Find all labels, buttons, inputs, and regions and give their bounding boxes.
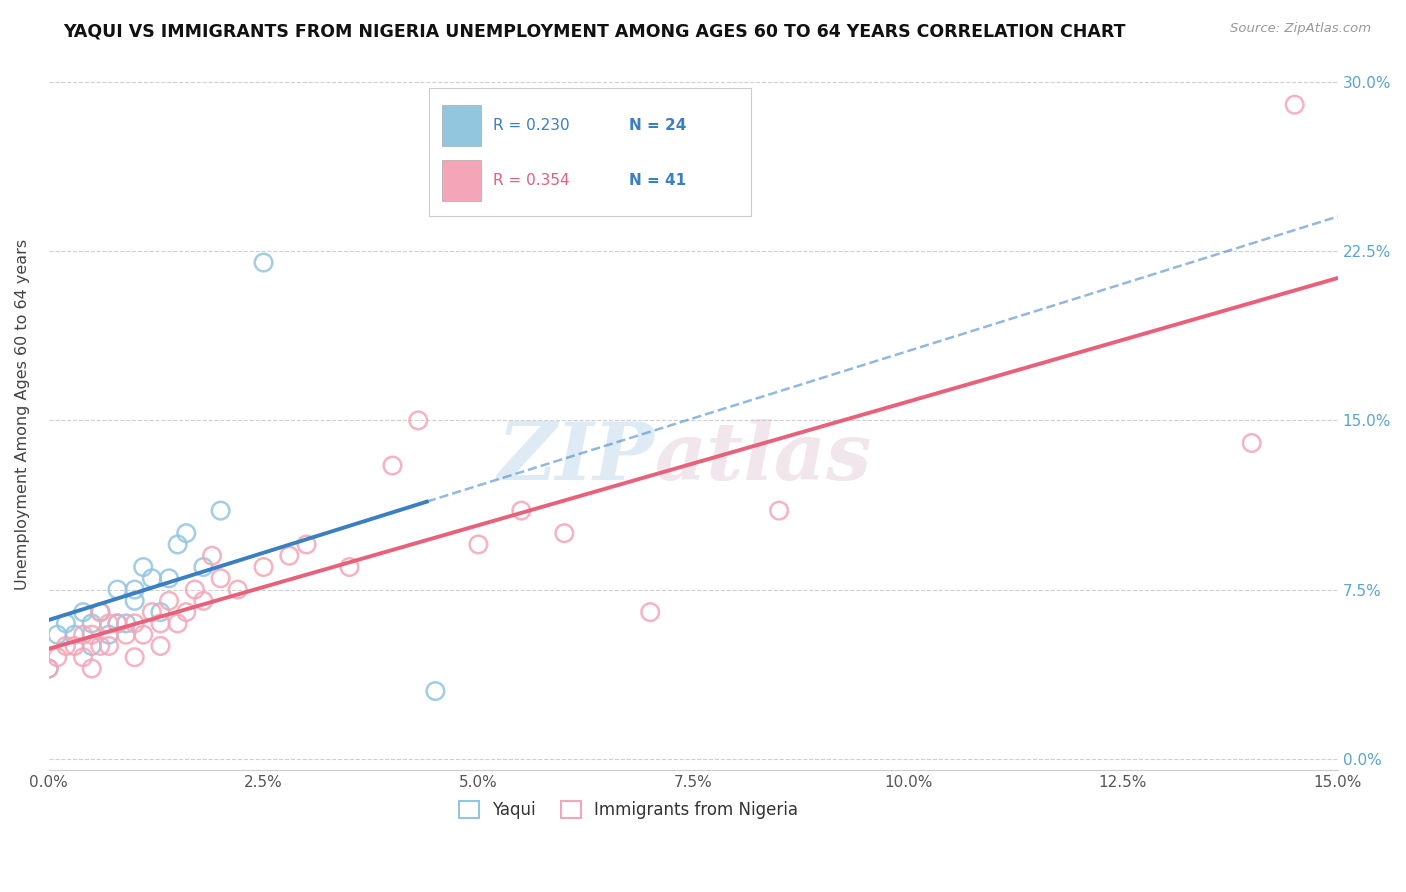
Point [107,582,129,597]
Point [157,571,180,585]
Text: ZIP: ZIP [498,418,655,496]
Point [80,639,103,653]
Point [339,560,361,574]
Point [553,526,575,541]
Point [97,628,120,642]
Point [252,560,274,574]
Point [63,639,86,653]
Point [132,628,155,642]
Point [149,639,172,653]
Point [467,537,489,551]
Y-axis label: Unemployment Among Ages 60 to 64 years: Unemployment Among Ages 60 to 64 years [15,239,30,591]
Point [157,594,180,608]
Text: Source: ZipAtlas.com: Source: ZipAtlas.com [1230,22,1371,36]
Point [89,639,111,653]
Point [97,616,120,631]
Point [638,605,661,619]
Point [38,661,60,675]
Point [115,616,138,631]
Point [381,458,404,473]
Point [107,616,129,631]
Text: YAQUI VS IMMIGRANTS FROM NIGERIA UNEMPLOYMENT AMONG AGES 60 TO 64 YEARS CORRELAT: YAQUI VS IMMIGRANTS FROM NIGERIA UNEMPLO… [63,22,1126,40]
Point [252,255,274,269]
Point [89,605,111,619]
Point [72,605,94,619]
Point [184,582,207,597]
Point [406,413,429,427]
Legend: Yaqui, Immigrants from Nigeria: Yaqui, Immigrants from Nigeria [453,794,806,826]
Point [46,628,69,642]
Point [149,605,172,619]
Point [80,628,103,642]
Point [209,571,232,585]
Point [193,560,215,574]
Point [201,549,224,563]
Point [124,594,146,608]
Point [72,628,94,642]
Point [278,549,301,563]
Point [55,616,77,631]
Point [141,605,163,619]
Text: atlas: atlas [655,418,872,496]
Point [107,616,129,631]
Point [124,650,146,665]
Point [193,594,215,608]
Point [226,582,249,597]
Point [1284,97,1306,112]
Point [166,616,188,631]
Point [55,639,77,653]
Point [768,503,790,517]
Point [425,684,447,698]
Point [124,582,146,597]
Point [132,560,155,574]
Point [97,639,120,653]
Point [510,503,533,517]
Point [80,661,103,675]
Point [174,526,197,541]
Point [1240,436,1263,450]
Point [72,650,94,665]
Point [63,628,86,642]
Point [166,537,188,551]
Point [174,605,197,619]
Point [124,616,146,631]
Point [80,616,103,631]
Point [38,661,60,675]
Point [89,605,111,619]
Point [149,616,172,631]
Point [46,650,69,665]
Point [141,571,163,585]
Point [209,503,232,517]
Point [115,628,138,642]
Point [295,537,318,551]
